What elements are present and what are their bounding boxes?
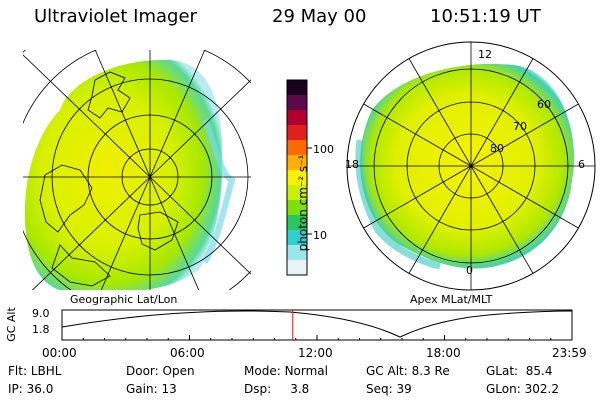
coastline — [51, 244, 111, 287]
colorbar-swatch — [287, 155, 307, 171]
dsp-value: 3.8 — [290, 382, 310, 396]
colorbar-swatch — [287, 200, 307, 216]
mode-value: Normal — [284, 364, 328, 378]
observation-time: 10:51:19 UT — [430, 6, 541, 27]
observation-date: 29 May 00 — [272, 6, 367, 27]
mlat-mlt-plot: 12 18 6 0 60 70 80 — [345, 41, 596, 291]
time-tick-0000: 00:00 — [42, 346, 77, 360]
mlt-spoke — [470, 58, 534, 167]
mlt-spoke — [408, 58, 472, 167]
emission-blue-edge — [355, 139, 441, 270]
mlt-spoke — [470, 165, 534, 274]
filter-info: Flt: LBHL — [8, 364, 62, 378]
auroral-emission-left — [24, 59, 223, 290]
glat-info: GLat: 85.4 — [486, 364, 553, 378]
altitude-ytick-bottom: 1.8 — [32, 323, 50, 336]
mode-info: Mode: Normal — [244, 364, 328, 378]
sequence-info: Seq: 39 — [366, 382, 412, 396]
geographic-map — [23, 50, 251, 290]
colorbar — [286, 79, 312, 276]
mlt-spoke — [470, 165, 579, 229]
time-tick-2359: 23:59 — [552, 346, 587, 360]
mlat-label-60: 60 — [537, 98, 551, 111]
apex-caption: Apex MLat/MLT — [410, 293, 493, 306]
colorbar-frame — [286, 79, 308, 276]
colorbar-tick-10: 10 — [313, 229, 327, 242]
colorbar-swatch — [287, 230, 307, 246]
colorbar-swatch — [287, 80, 307, 96]
colorbar-swatch — [287, 110, 307, 126]
colorbar-swatch — [287, 125, 307, 141]
colorbar-swatch — [287, 260, 307, 276]
mlat-label-70: 70 — [513, 120, 527, 133]
mlt-spoke — [408, 165, 472, 274]
ip-info: IP: 36.0 — [8, 382, 54, 396]
colorbar-swatch — [287, 185, 307, 201]
colorbar-swatch — [287, 245, 307, 261]
ip-value: 36.0 — [26, 382, 54, 396]
mlt-spoke — [470, 103, 579, 167]
coastline — [137, 211, 179, 251]
gain-value: 13 — [161, 382, 177, 396]
gc-altitude-value: 8.3 Re — [411, 364, 450, 378]
gain-info: Gain: 13 — [126, 382, 177, 396]
altitude-ytick-top: 9.0 — [32, 307, 50, 320]
altitude-curve — [61, 310, 573, 338]
mlt-label-12: 12 — [478, 48, 492, 61]
mlt-label-6: 6 — [578, 158, 585, 171]
mlat-label-80: 80 — [490, 142, 504, 155]
mlt-spoke — [363, 103, 472, 167]
mlt-label-0: 0 — [466, 264, 473, 277]
time-tick-1200: 12:00 — [298, 346, 333, 360]
gc-altitude-info: GC Alt: 8.3 Re — [366, 364, 450, 378]
colorbar-swatch — [287, 215, 307, 231]
sequence-value: 39 — [396, 382, 412, 396]
glat-value: 85.4 — [525, 364, 553, 378]
dsp-info: Dsp: 3.8 — [244, 382, 310, 396]
colorbar-swatch — [287, 140, 307, 156]
instrument-title: Ultraviolet Imager — [34, 6, 197, 27]
colorbar-swatch — [287, 95, 307, 111]
mlt-spoke — [363, 165, 472, 229]
door-info: Door: Open — [126, 364, 195, 378]
colorbar-tick-100: 100 — [313, 143, 334, 156]
door-value: Open — [162, 364, 195, 378]
filter-value: LBHL — [30, 364, 62, 378]
geographic-caption: Geographic Lat/Lon — [70, 293, 178, 306]
altitude-plot — [61, 309, 573, 341]
altitude-ylabel: GC Alt — [4, 307, 18, 342]
colorbar-swatch — [287, 170, 307, 186]
time-tick-0600: 06:00 — [170, 346, 205, 360]
glon-value: 302.2 — [524, 382, 559, 396]
glon-info: GLon: 302.2 — [486, 382, 559, 396]
colorbar-unit-label: photon cm⁻² s⁻¹ — [296, 154, 310, 252]
coastline — [39, 164, 93, 233]
time-tick-1800: 18:00 — [426, 346, 461, 360]
mlt-label-18: 18 — [345, 158, 359, 171]
